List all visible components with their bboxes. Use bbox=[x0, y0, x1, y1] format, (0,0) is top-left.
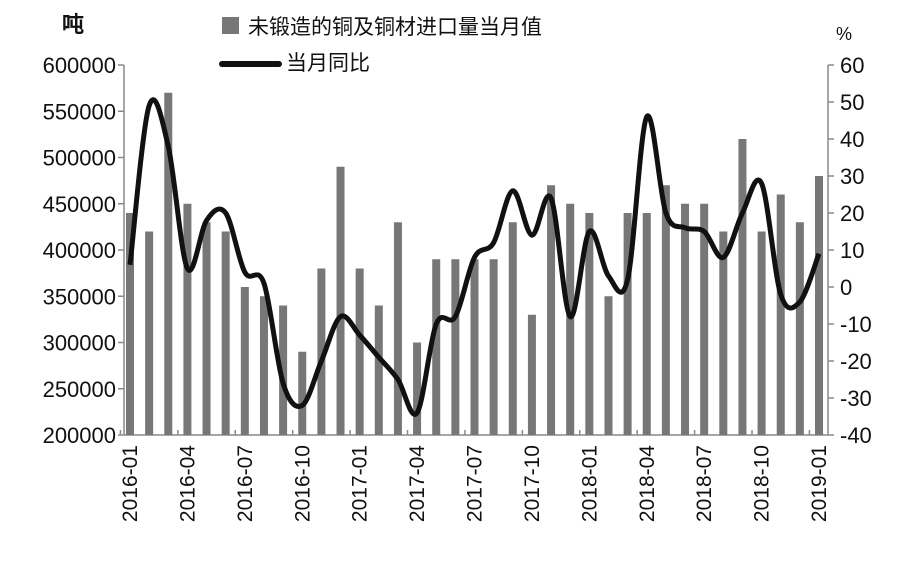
right-tick-label: 50 bbox=[840, 90, 864, 115]
left-axis-unit: 吨 bbox=[62, 12, 84, 37]
bar bbox=[432, 259, 440, 435]
right-tick-label: 10 bbox=[840, 238, 864, 263]
left-tick-label: 200000 bbox=[43, 423, 116, 448]
bar bbox=[719, 232, 727, 436]
bar bbox=[643, 213, 651, 435]
bar bbox=[222, 232, 230, 436]
x-tick-label: 2016-01 bbox=[119, 445, 142, 522]
x-tick-label: 2016-10 bbox=[291, 445, 314, 522]
left-tick-label: 350000 bbox=[43, 284, 116, 309]
bar bbox=[375, 306, 383, 436]
bar bbox=[260, 296, 268, 435]
bar bbox=[490, 259, 498, 435]
bar bbox=[413, 343, 421, 436]
x-tick-label: 2017-07 bbox=[464, 445, 487, 522]
right-tick-label: -30 bbox=[840, 386, 872, 411]
bar bbox=[203, 222, 211, 435]
bar bbox=[796, 222, 804, 435]
x-tick-label: 2018-07 bbox=[693, 445, 716, 522]
bar bbox=[681, 204, 689, 435]
x-tick-label: 2017-04 bbox=[406, 445, 429, 522]
x-tick-label: 2016-07 bbox=[234, 445, 257, 522]
bar bbox=[356, 269, 364, 436]
x-tick-label: 2017-10 bbox=[521, 445, 544, 522]
bar bbox=[777, 195, 785, 436]
bar bbox=[815, 176, 823, 435]
x-tick-label: 2019-01 bbox=[808, 445, 831, 522]
bar bbox=[241, 287, 249, 435]
bar bbox=[451, 259, 459, 435]
legend-bar-swatch bbox=[222, 17, 239, 34]
x-tick-label: 2018-10 bbox=[751, 445, 774, 522]
left-tick-label: 600000 bbox=[43, 53, 116, 78]
x-tick-label: 2018-01 bbox=[578, 445, 601, 522]
right-tick-label: -40 bbox=[840, 423, 872, 448]
x-tick-label: 2018-04 bbox=[636, 445, 659, 522]
right-tick-label: 30 bbox=[840, 164, 864, 189]
bar bbox=[509, 222, 517, 435]
right-tick-label: -20 bbox=[840, 349, 872, 374]
bar bbox=[471, 259, 479, 435]
right-tick-label: 60 bbox=[840, 53, 864, 78]
bar bbox=[298, 352, 306, 435]
bar bbox=[738, 139, 746, 435]
bar bbox=[604, 296, 612, 435]
x-tick-label: 2016-04 bbox=[176, 445, 199, 522]
bar bbox=[337, 167, 345, 435]
legend-line-label: 当月同比 bbox=[286, 52, 370, 75]
right-axis-unit: % bbox=[836, 24, 852, 44]
right-tick-label: 40 bbox=[840, 127, 864, 152]
right-tick-label: 0 bbox=[840, 275, 852, 300]
bar bbox=[528, 315, 536, 435]
left-tick-label: 450000 bbox=[43, 192, 116, 217]
bar bbox=[183, 204, 191, 435]
bar bbox=[145, 232, 153, 436]
legend-bar-label: 未锻造的铜及铜材进口量当月值 bbox=[248, 16, 542, 39]
left-tick-label: 250000 bbox=[43, 377, 116, 402]
left-tick-label: 300000 bbox=[43, 331, 116, 356]
legend: 未锻造的铜及铜材进口量当月值 当月同比 bbox=[222, 16, 542, 75]
x-tick-label: 2017-01 bbox=[349, 445, 372, 522]
left-tick-label: 500000 bbox=[43, 146, 116, 171]
bar bbox=[394, 222, 402, 435]
left-tick-label: 400000 bbox=[43, 238, 116, 263]
right-tick-label: 20 bbox=[840, 201, 864, 226]
right-tick-label: -10 bbox=[840, 312, 872, 337]
left-tick-label: 550000 bbox=[43, 99, 116, 124]
bar bbox=[758, 232, 766, 436]
